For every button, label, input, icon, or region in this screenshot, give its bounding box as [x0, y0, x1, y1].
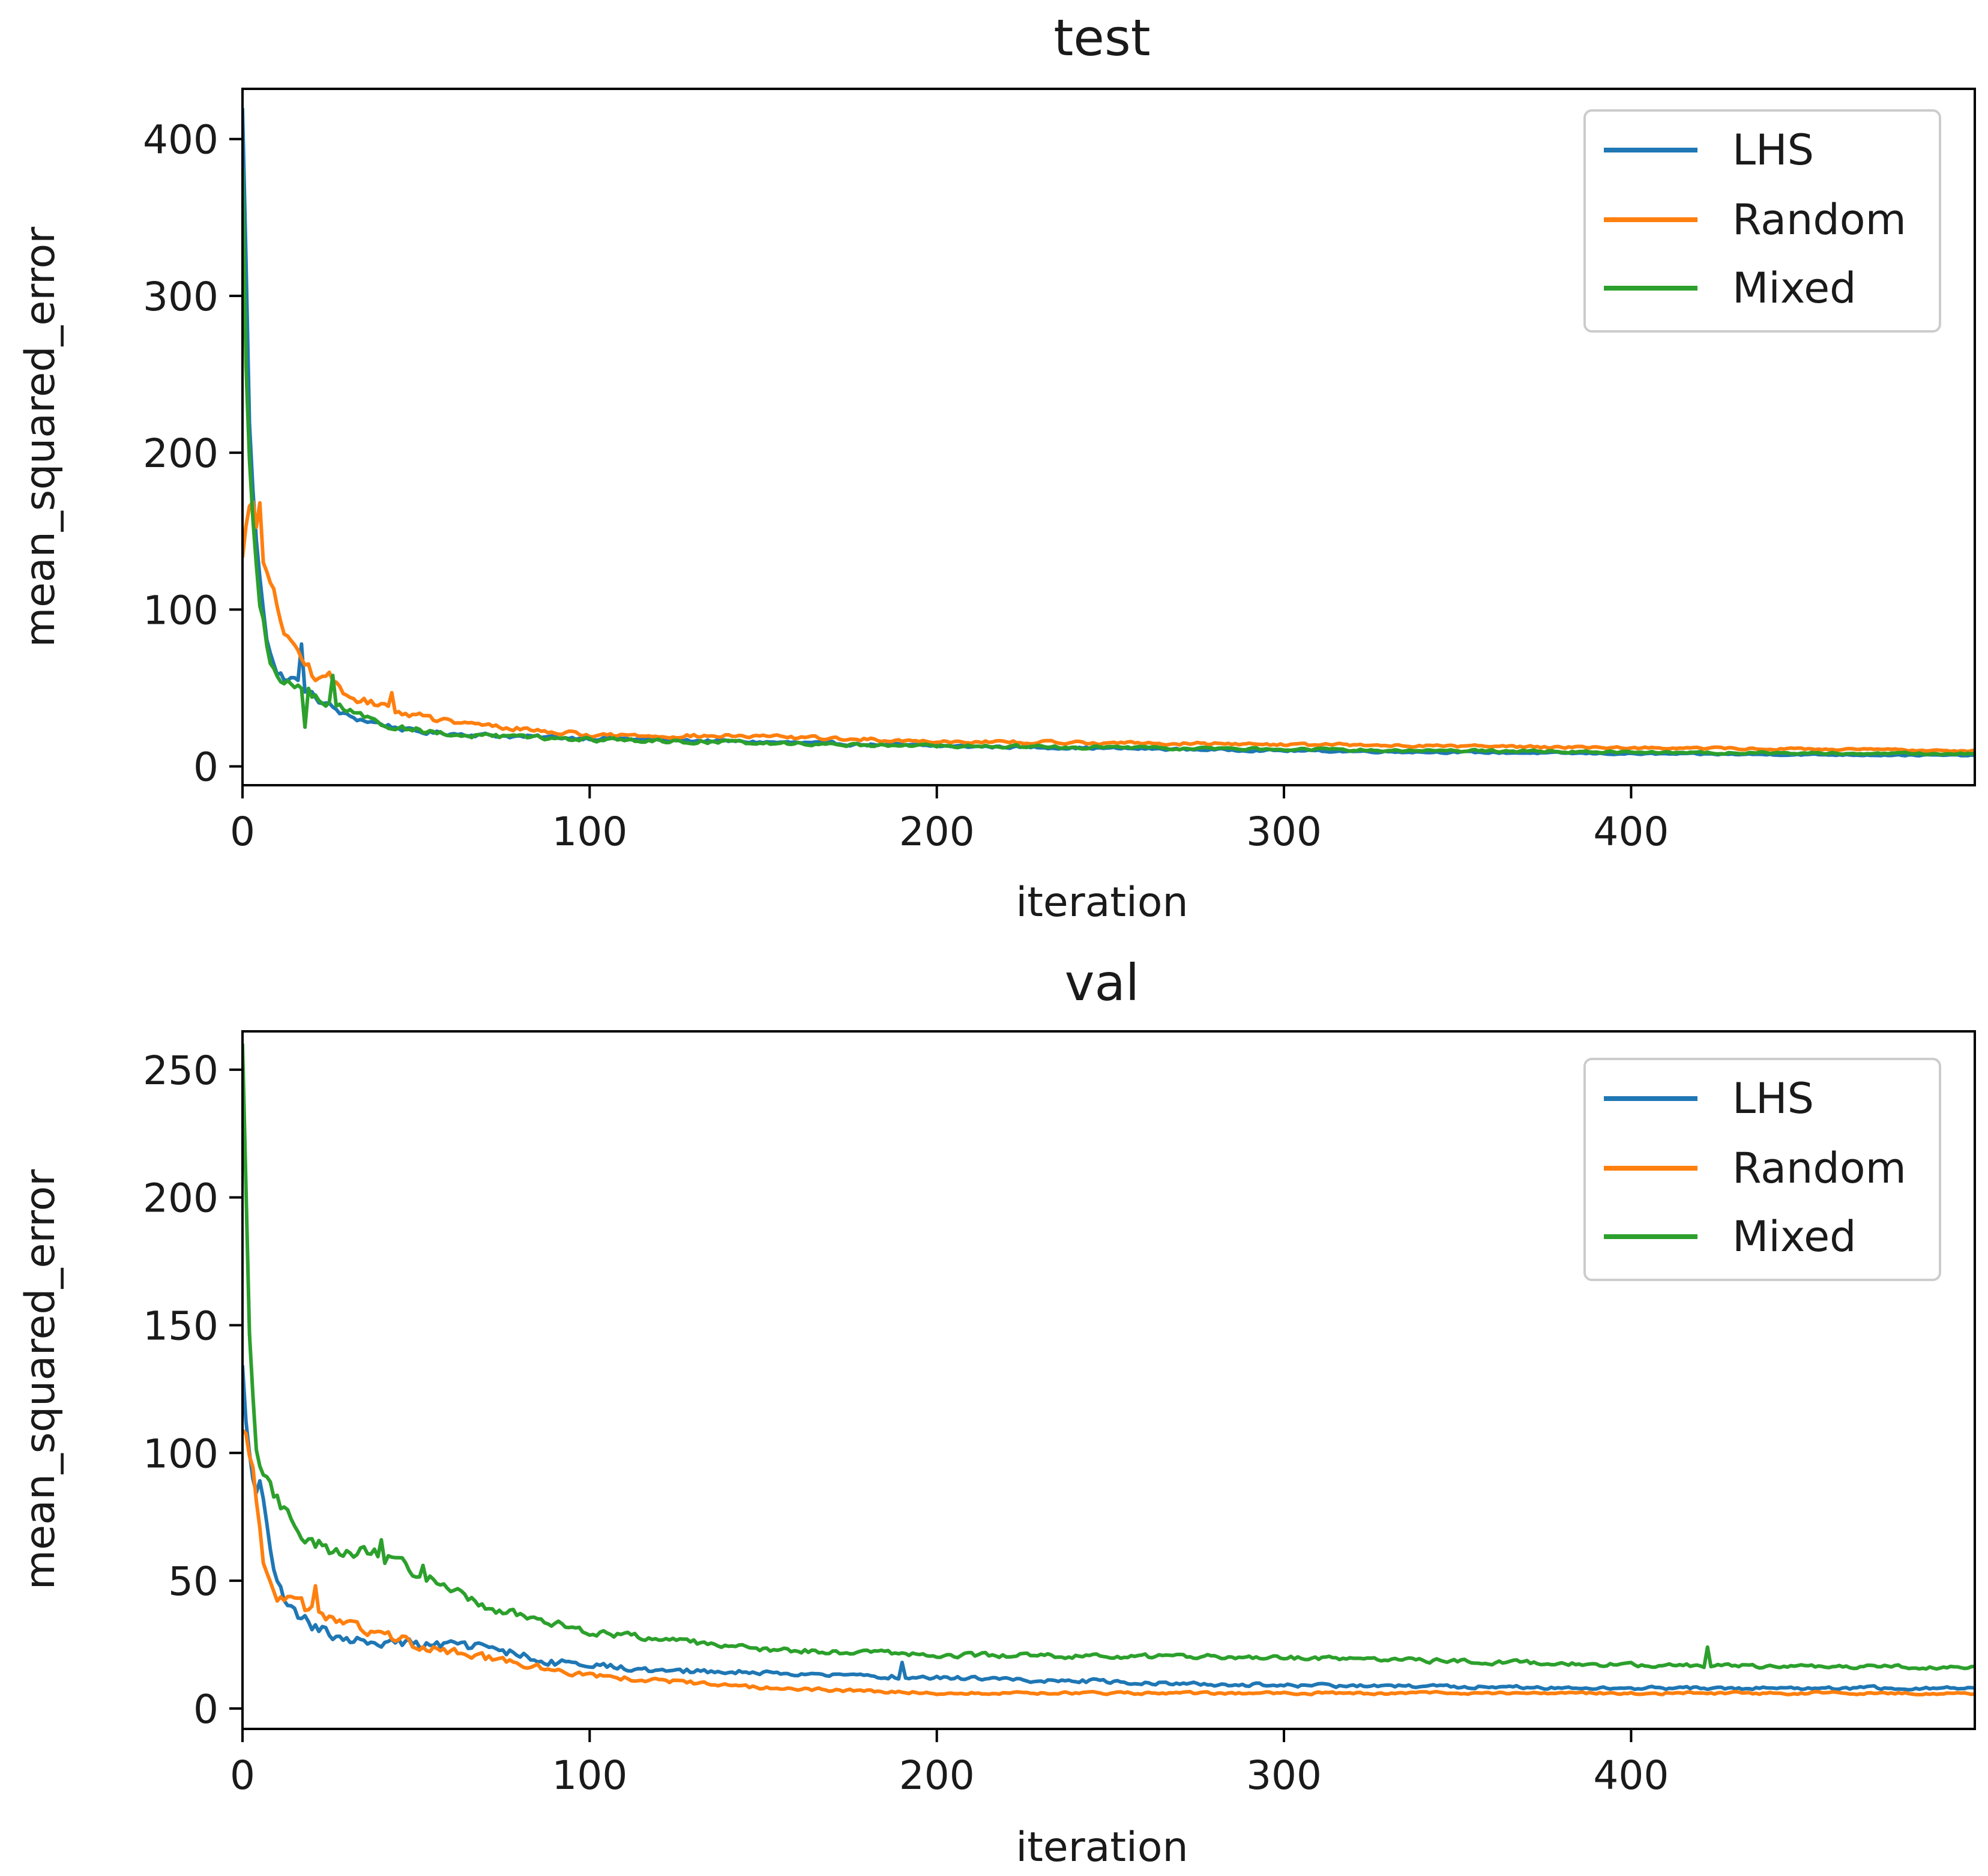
plot-area	[242, 108, 1975, 758]
series-line-lhs	[242, 1365, 1975, 1692]
legend-label-random: Random	[1732, 1144, 1906, 1193]
y-tick-label: 300	[143, 274, 218, 320]
y-tick-label: 100	[143, 1431, 218, 1477]
y-tick-label: 400	[143, 117, 218, 163]
y-tick-label: 0	[193, 744, 218, 791]
y-axis-label: mean_squared_error	[17, 227, 64, 647]
y-tick-label: 100	[143, 587, 218, 633]
plot-area	[242, 1043, 1975, 1697]
x-axis-label: iteration	[1016, 879, 1188, 926]
chart-test: test 0 100 200 300 400 0 100 200 300 400 iteratio…	[17, 8, 1976, 926]
legend-label-mixed: Mixed	[1732, 264, 1857, 313]
series-line-mixed	[242, 168, 1975, 756]
y-tick-label: 0	[193, 1686, 218, 1733]
x-axis-label: iteration	[1016, 1824, 1188, 1871]
legend-label-lhs: LHS	[1732, 1074, 1814, 1123]
series-line-random	[242, 499, 1975, 753]
axes-frame	[241, 1030, 1976, 1730]
y-tick-label: 200	[143, 1175, 218, 1222]
x-tick-label: 400	[1593, 809, 1669, 855]
series-line-random	[242, 1429, 1975, 1697]
x-tick-label: 100	[552, 809, 627, 855]
x-tick-label: 400	[1593, 1752, 1669, 1799]
axis-ticks: 0 100 200 300 400 0 50 100 150 200 250	[143, 1048, 1669, 1799]
y-tick-label: 200	[143, 430, 218, 477]
x-tick-label: 100	[552, 1752, 627, 1799]
chart-title: val	[1065, 953, 1140, 1012]
y-axis-label: mean_squared_error	[17, 1169, 64, 1590]
x-tick-label: 200	[899, 809, 975, 855]
axes-frame	[241, 88, 1976, 786]
legend-label-lhs: LHS	[1732, 125, 1814, 175]
y-tick-label: 150	[143, 1303, 218, 1349]
legend: LHS Random Mixed	[1583, 109, 1941, 333]
x-tick-label: 0	[230, 1752, 255, 1799]
legend-frame	[1583, 109, 1941, 333]
x-tick-label: 300	[1246, 1752, 1322, 1799]
y-tick-label: 250	[143, 1048, 218, 1094]
chart-title: test	[1053, 8, 1150, 67]
chart-val: val 0 100 200 300 400 0 50 100 150 200 250 iterati…	[17, 953, 1976, 1871]
x-tick-label: 0	[230, 809, 255, 855]
x-tick-label: 200	[899, 1752, 975, 1799]
axis-ticks: 0 100 200 300 400 0 100 200 300 400	[143, 117, 1669, 855]
x-tick-label: 300	[1246, 809, 1322, 855]
series-line-mixed	[242, 1043, 1975, 1671]
legend: LHS Random Mixed	[1583, 1058, 1941, 1281]
legend-frame	[1583, 1058, 1941, 1281]
legend-label-random: Random	[1732, 195, 1906, 244]
legend-label-mixed: Mixed	[1732, 1212, 1857, 1261]
y-tick-label: 50	[168, 1558, 218, 1605]
